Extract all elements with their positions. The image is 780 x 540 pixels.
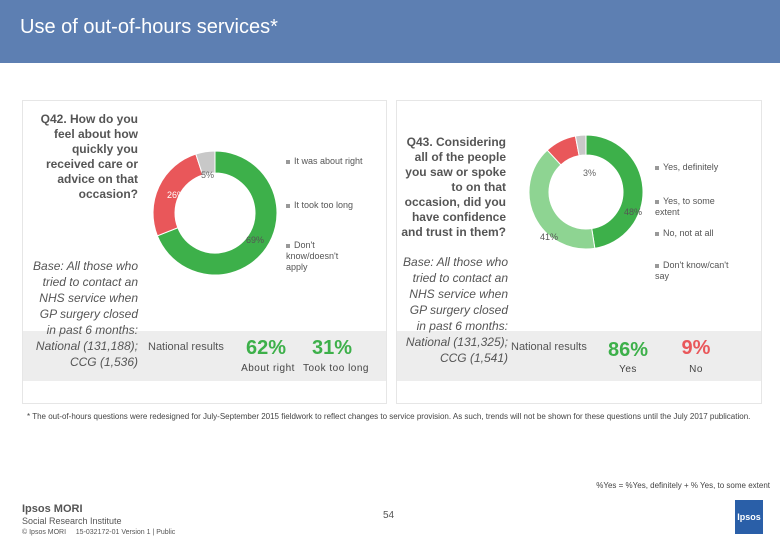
- legend-marker-icon: [286, 203, 290, 208]
- right-stat-value-1: 9%: [681, 337, 711, 359]
- right-slice-label-1: 41%: [540, 232, 559, 242]
- right-legend-item-3: Don't know/can't say: [655, 260, 735, 282]
- left-slice-label-0: 69%: [246, 235, 265, 245]
- footnote: * The out-of-hours questions were redesi…: [27, 412, 751, 421]
- left-legend-item-0: It was about right: [286, 156, 363, 167]
- left-legend-item-2: Don't know/doesn't apply: [286, 240, 358, 273]
- legend-marker-icon: [655, 263, 659, 268]
- legend-marker-icon: [286, 159, 290, 164]
- left-legend-label-0: It was about right: [294, 156, 363, 166]
- right-legend-label-3: Don't know/can't say: [655, 260, 729, 281]
- right-legend-item-2: No, not at all: [655, 228, 714, 239]
- brand-name: Ipsos MORI: [22, 503, 83, 515]
- right-slice-label-2: 9%: [562, 174, 576, 184]
- right-legend-label-1: Yes, to some extent: [655, 196, 715, 217]
- left-legend-label-2: Don't know/doesn't apply: [286, 240, 339, 272]
- right-stat-label-0: Yes: [619, 364, 637, 375]
- left-stat-label-0: About right: [241, 363, 295, 374]
- right-legend-label-2: No, not at all: [663, 228, 714, 238]
- legend-marker-icon: [286, 243, 290, 248]
- left-stat-value-0: 62%: [245, 337, 287, 359]
- copyright: © Ipsos MORI 15-032172-01 Version 1 | Pu…: [22, 529, 176, 536]
- left-legend-item-1: It took too long: [286, 200, 353, 211]
- right-stat-value-0: 86%: [607, 339, 649, 361]
- right-slice-label-3: 3%: [583, 168, 597, 178]
- yes-note: %Yes = %Yes, definitely + % Yes, to some…: [596, 481, 770, 490]
- left-legend: It was about right It took too long Don'…: [286, 156, 366, 286]
- right-legend: Yes, definitely Yes, to some extent No, …: [655, 162, 755, 292]
- left-donut-chart: [152, 150, 278, 276]
- legend-marker-icon: [655, 199, 659, 204]
- legend-marker-icon: [655, 165, 659, 170]
- right-legend-item-0: Yes, definitely: [655, 162, 718, 173]
- left-slice-2: [195, 150, 216, 176]
- left-slice-label-1: 26%: [167, 190, 186, 200]
- right-question: Q43. Considering all of the people you s…: [401, 135, 506, 239]
- right-slice-3: [574, 134, 587, 157]
- page-number: 54: [383, 510, 395, 521]
- right-slice-1: [528, 149, 596, 250]
- footer: [0, 495, 780, 540]
- page-title: Use of out-of-hours services*: [20, 16, 278, 38]
- left-panel: [22, 100, 387, 404]
- brand-subtitle: Social Research Institute: [22, 516, 122, 526]
- right-national-label: National results: [511, 341, 587, 353]
- header-bar: Use of out-of-hours services*: [0, 0, 780, 63]
- left-slice-0: [156, 150, 278, 276]
- right-results-band: [397, 331, 761, 381]
- left-results-band: [23, 331, 386, 381]
- right-slice-label-0: 48%: [624, 207, 643, 217]
- legend-marker-icon: [655, 231, 659, 236]
- left-base: Base: All those who tried to contact an …: [33, 259, 138, 369]
- right-legend-label-0: Yes, definitely: [663, 162, 719, 172]
- right-legend-item-1: Yes, to some extent: [655, 196, 735, 218]
- left-slice-label-2: 5%: [201, 170, 215, 180]
- right-slice-0: [585, 134, 644, 249]
- ipsos-logo: Ipsos: [735, 500, 763, 534]
- left-question: Q42. How do you feel about how quickly y…: [40, 112, 138, 201]
- left-stat-value-1: 31%: [311, 337, 353, 359]
- right-stat-label-1: No: [689, 364, 703, 375]
- left-national-label: National results: [148, 341, 224, 353]
- right-base: Base: All those who tried to contact an …: [403, 255, 508, 365]
- left-legend-label-1: It took too long: [294, 200, 354, 210]
- right-donut-chart: [528, 134, 644, 250]
- left-stat-label-1: Took too long: [303, 363, 369, 374]
